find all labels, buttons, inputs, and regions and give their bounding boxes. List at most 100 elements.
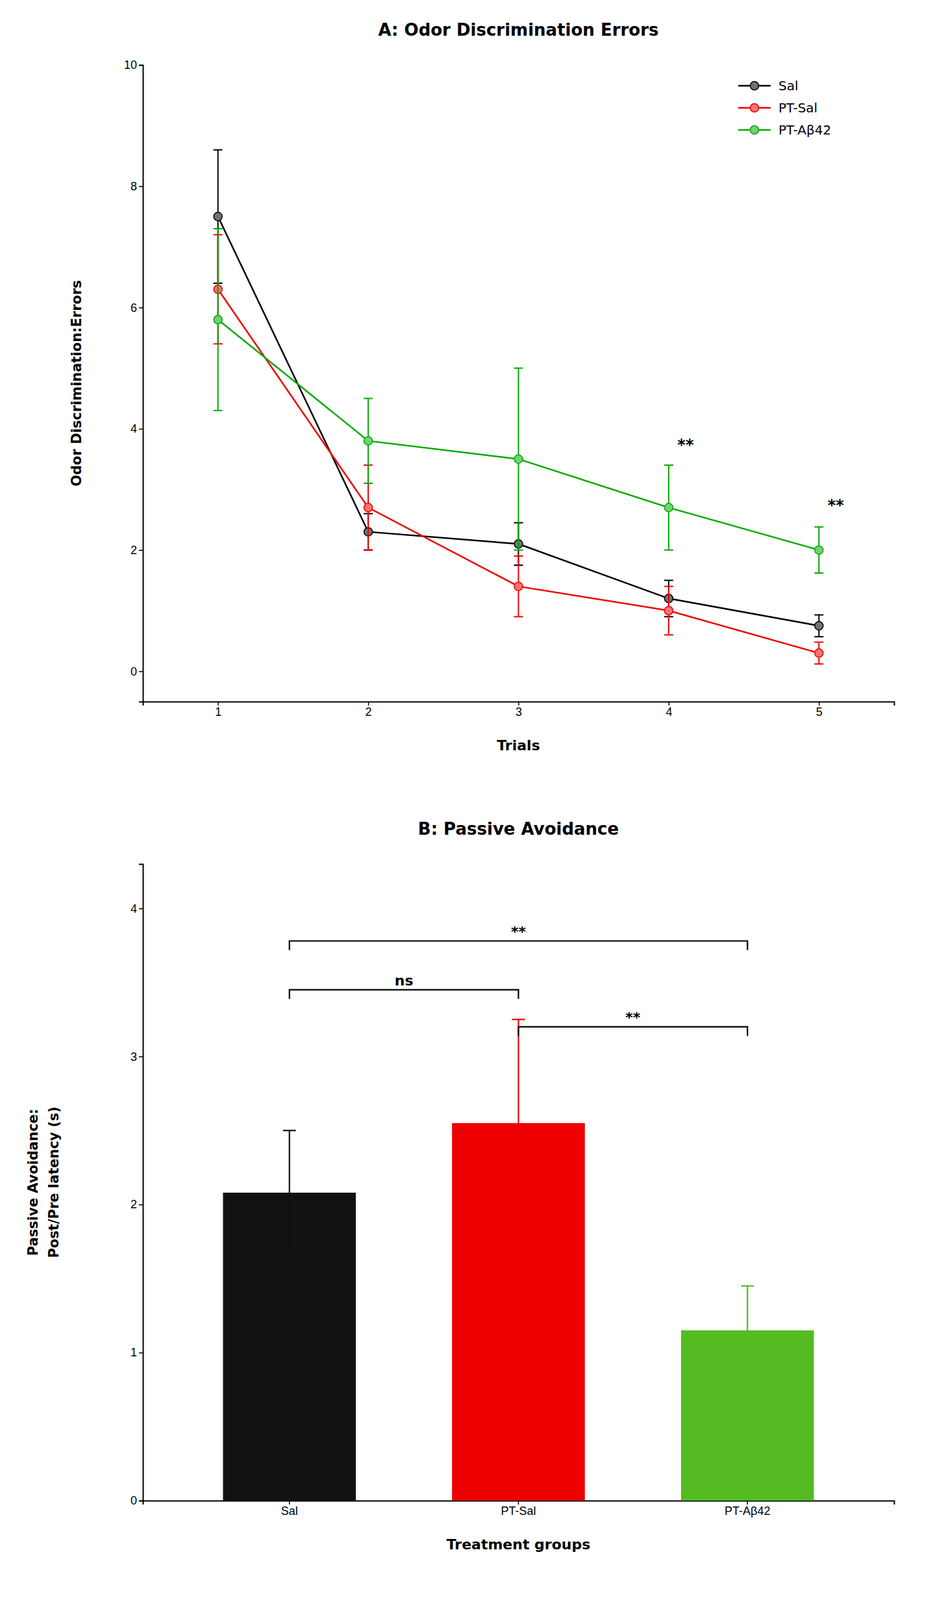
- x-axis-title: Treatment groups: [446, 1535, 591, 1552]
- tick: Sal: [281, 1499, 299, 1517]
- tick: 2: [130, 1197, 143, 1211]
- plot-area: [213, 149, 824, 664]
- tick-label: 10: [124, 58, 137, 72]
- legend-marker: [750, 125, 759, 135]
- tick: 1: [214, 701, 222, 719]
- marker: [664, 503, 673, 512]
- legend: Sal PT-Sal PT-Aβ42: [738, 77, 832, 138]
- annotation: **: [677, 435, 695, 454]
- tick: 0: [130, 1493, 143, 1507]
- series: [213, 149, 824, 637]
- tick-mark: [138, 1055, 143, 1058]
- error-bar: [514, 368, 524, 550]
- y-axis-title: Post/Pre latency (s): [46, 1105, 62, 1257]
- tick-mark: [138, 907, 143, 909]
- marker: [213, 315, 223, 324]
- tick: 2: [365, 701, 373, 719]
- tick-label: PT-Sal: [500, 1503, 536, 1517]
- tick-label: 1: [214, 705, 222, 719]
- tick: 5: [816, 701, 823, 719]
- tick-mark: [138, 1351, 143, 1354]
- series: [213, 234, 824, 664]
- tick-label: PT-Aβ42: [724, 1503, 771, 1517]
- tick-mark: [138, 428, 143, 430]
- title: B: Passive Avoidance: [418, 818, 619, 839]
- tick-mark: [138, 307, 143, 309]
- tick-label: 5: [816, 705, 823, 719]
- error-bar: [814, 526, 824, 573]
- error-bar: [814, 642, 824, 665]
- error-bar: [664, 464, 674, 550]
- legend-marker: [750, 81, 759, 91]
- marker: [814, 545, 824, 554]
- plot-area: [222, 1018, 814, 1500]
- annotations: ns ** **: [289, 923, 748, 1036]
- annotation: **: [625, 1008, 641, 1026]
- tick: 2: [130, 543, 143, 557]
- tick-label: 3: [515, 705, 523, 719]
- error-bar: [814, 614, 824, 637]
- title: A: Odor Discrimination Errors: [377, 20, 659, 40]
- line: [218, 288, 820, 653]
- marker: [514, 581, 523, 591]
- tick: 1: [130, 1345, 143, 1359]
- tick-mark: [138, 1499, 143, 1502]
- annotation: **: [510, 923, 527, 940]
- x-axis-title: Trials: [496, 736, 540, 754]
- legend-label: Sal: [778, 77, 799, 94]
- tick-label: 4: [665, 705, 672, 719]
- marker: [814, 621, 824, 630]
- y-axis-line: [138, 864, 144, 1501]
- tick: PT-Sal: [500, 1499, 536, 1517]
- legend-label: PT-Aβ42: [778, 122, 832, 138]
- legend-marker: [750, 103, 759, 113]
- legend-item: PT-Sal: [738, 99, 818, 116]
- error-bar: [363, 398, 373, 484]
- tick-label: 0: [130, 664, 137, 678]
- tick-label: 2: [130, 543, 137, 557]
- marker: [514, 454, 523, 463]
- tick: 6: [130, 301, 143, 315]
- tick: 3: [515, 701, 523, 719]
- error-bar: [740, 1285, 754, 1375]
- marker: [213, 212, 223, 221]
- x-axis: 1 2 3 4 5: [143, 701, 895, 719]
- tick: 10: [124, 58, 143, 72]
- tick-label: Sal: [281, 1503, 299, 1517]
- tick: 0: [130, 664, 143, 678]
- tick: 4: [665, 701, 672, 719]
- tick-label: 1: [130, 1345, 137, 1359]
- legend-item: PT-Aβ42: [738, 122, 832, 138]
- tick: PT-Aβ42: [724, 1499, 771, 1517]
- tick: 4: [130, 422, 143, 436]
- error-bar: [283, 1129, 297, 1254]
- marker: [664, 606, 673, 615]
- legend-item: Sal: [738, 77, 799, 94]
- tick-mark: [138, 64, 143, 67]
- y-axis: 0 2 4 6 8 10: [124, 58, 144, 702]
- tick: 3: [130, 1049, 143, 1063]
- y-axis-title: Odor Discrimination:Errors: [68, 279, 85, 487]
- tick-label: 8: [130, 179, 137, 193]
- legend-label: PT-Sal: [778, 99, 818, 116]
- tick-label: 4: [130, 422, 137, 436]
- marker: [364, 503, 373, 512]
- figure: 024681012345****SalPT-SalPT-Aβ42A: Odor …: [0, 0, 933, 1600]
- error-bar: [664, 586, 674, 635]
- tick-label: 2: [365, 705, 373, 719]
- tick-mark: [138, 185, 143, 187]
- line: [218, 319, 820, 550]
- y-axis-line: [138, 65, 144, 702]
- tick-label: 3: [130, 1049, 137, 1063]
- annotation: **: [827, 496, 845, 515]
- marker: [364, 436, 373, 445]
- bracket: [289, 940, 748, 950]
- series: [213, 228, 824, 573]
- panel: 01234SalPT-SalPT-Aβ42ns****B: Passive Av…: [25, 818, 895, 1552]
- marker: [814, 648, 824, 658]
- x-axis: Sal PT-Sal PT-Aβ42: [143, 1499, 895, 1517]
- error-bar: [213, 228, 223, 411]
- tick-mark: [138, 1203, 143, 1206]
- y-axis-title: Passive Avoidance:: [25, 1108, 41, 1256]
- annotation: ns: [394, 971, 414, 989]
